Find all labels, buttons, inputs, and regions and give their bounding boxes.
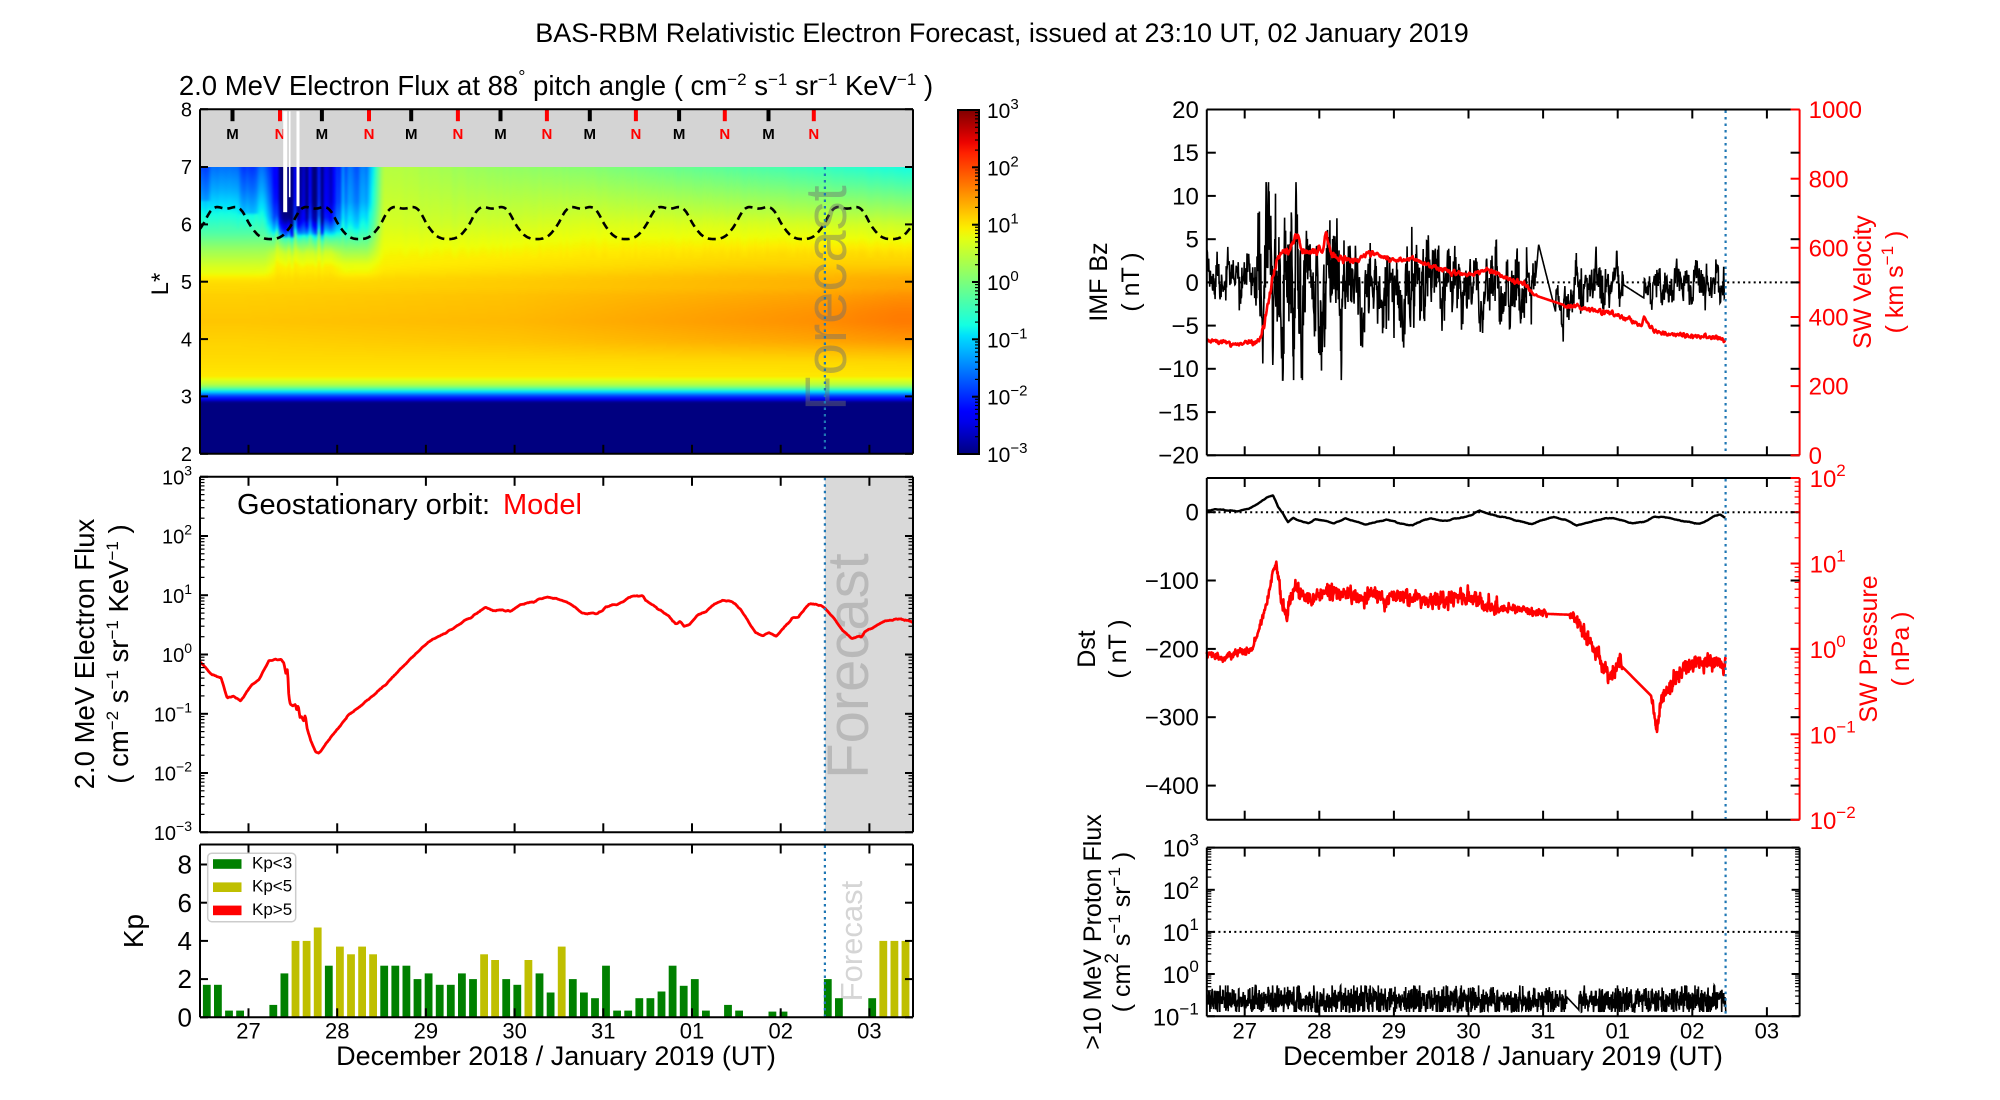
svg-text:0: 0 — [1185, 270, 1198, 297]
svg-text:8: 8 — [181, 99, 192, 121]
svg-text:02: 02 — [768, 1019, 792, 1044]
svg-text:01: 01 — [680, 1019, 704, 1044]
svg-text:M: M — [226, 126, 239, 143]
svg-text:−300: −300 — [1145, 705, 1199, 732]
svg-text:Dst: Dst — [1073, 630, 1101, 668]
svg-text:400: 400 — [1809, 305, 1849, 332]
svg-text:−400: −400 — [1145, 773, 1199, 800]
svg-text:01: 01 — [1605, 1019, 1629, 1044]
svg-text:03: 03 — [1755, 1019, 1779, 1044]
svg-text:N: N — [808, 126, 819, 143]
svg-text:30: 30 — [502, 1019, 526, 1044]
svg-text:L*: L* — [147, 273, 174, 296]
svg-text:M: M — [316, 126, 329, 143]
svg-text:SW Velocity: SW Velocity — [1849, 215, 1877, 349]
svg-text:5: 5 — [181, 272, 192, 294]
svg-text:N: N — [541, 126, 552, 143]
svg-text:20: 20 — [1172, 97, 1199, 124]
svg-text:December 2018 / January 2019 (: December 2018 / January 2019 (UT) — [1283, 1041, 1723, 1071]
svg-text:Kp<3: Kp<3 — [252, 853, 292, 872]
svg-text:28: 28 — [1307, 1019, 1331, 1044]
svg-text:28: 28 — [325, 1019, 349, 1044]
svg-text:( nPa ): ( nPa ) — [1887, 611, 1915, 686]
svg-text:N: N — [719, 126, 730, 143]
svg-text:2: 2 — [178, 964, 192, 994]
svg-text:8: 8 — [178, 850, 192, 880]
svg-text:31: 31 — [1531, 1019, 1555, 1044]
svg-text:N: N — [364, 126, 375, 143]
svg-text:31: 31 — [591, 1019, 615, 1044]
svg-text:29: 29 — [1382, 1019, 1406, 1044]
svg-text:7: 7 — [181, 157, 192, 179]
svg-text:2.0 MeV Electron Flux: 2.0 MeV Electron Flux — [69, 518, 100, 789]
svg-text:27: 27 — [236, 1019, 260, 1044]
svg-text:Forecast: Forecast — [834, 880, 869, 1001]
svg-text:30: 30 — [1456, 1019, 1480, 1044]
svg-text:0: 0 — [178, 1002, 192, 1032]
svg-text:−200: −200 — [1145, 636, 1199, 663]
svg-text:4: 4 — [178, 926, 192, 956]
svg-text:M: M — [673, 126, 686, 143]
svg-text:Model: Model — [503, 489, 582, 521]
svg-text:N: N — [275, 126, 286, 143]
svg-text:800: 800 — [1809, 166, 1849, 193]
svg-text:( cm−2 s−1 sr−1 KeV−1 ): ( cm−2 s−1 sr−1 KeV−1 ) — [103, 524, 134, 783]
svg-text:Kp>5: Kp>5 — [252, 900, 292, 919]
svg-text:( nT ): ( nT ) — [1104, 619, 1132, 678]
svg-text:10: 10 — [1172, 183, 1199, 210]
svg-text:Geostationary orbit:: Geostationary orbit: — [237, 489, 490, 521]
svg-text:M: M — [405, 126, 418, 143]
svg-text:27: 27 — [1232, 1019, 1256, 1044]
svg-text:N: N — [630, 126, 641, 143]
svg-text:0: 0 — [1185, 500, 1198, 527]
svg-text:6: 6 — [181, 215, 192, 237]
svg-text:>10 MeV Proton Flux: >10 MeV Proton Flux — [1079, 814, 1107, 1050]
svg-text:Forecast: Forecast — [816, 553, 881, 779]
svg-text:15: 15 — [1172, 140, 1199, 167]
svg-text:Kp: Kp — [118, 914, 149, 948]
svg-text:29: 29 — [414, 1019, 438, 1044]
svg-text:02: 02 — [1680, 1019, 1704, 1044]
svg-text:10−2: 10−2 — [1810, 803, 1856, 835]
svg-text:SW Pressure: SW Pressure — [1855, 575, 1883, 722]
svg-text:M: M — [762, 126, 775, 143]
svg-text:600: 600 — [1809, 235, 1849, 262]
svg-text:Forecast: Forecast — [794, 185, 859, 411]
svg-text:December 2018 / January 2019 (: December 2018 / January 2019 (UT) — [336, 1041, 776, 1071]
svg-text:−15: −15 — [1158, 400, 1199, 427]
svg-text:−100: −100 — [1145, 568, 1199, 595]
svg-text:( nT ): ( nT ) — [1117, 252, 1145, 311]
svg-text:200: 200 — [1809, 374, 1849, 401]
svg-text:0: 0 — [1809, 443, 1822, 470]
svg-text:−10: −10 — [1158, 356, 1199, 383]
svg-text:M: M — [494, 126, 507, 143]
svg-text:2: 2 — [181, 444, 192, 466]
svg-text:5: 5 — [1185, 227, 1198, 254]
svg-text:10−2: 10−2 — [987, 383, 1027, 410]
svg-text:4: 4 — [181, 329, 192, 351]
svg-text:IMF Bz: IMF Bz — [1085, 242, 1113, 321]
svg-text:6: 6 — [178, 888, 192, 918]
svg-text:1000: 1000 — [1809, 97, 1862, 124]
svg-text:−5: −5 — [1171, 313, 1198, 340]
svg-text:10−3: 10−3 — [987, 440, 1027, 467]
svg-text:N: N — [452, 126, 463, 143]
svg-text:−20: −20 — [1158, 443, 1199, 470]
svg-text:3: 3 — [181, 387, 192, 409]
svg-text:BAS-RBM Relativistic Electron: BAS-RBM Relativistic Electron Forecast, … — [535, 18, 1468, 48]
svg-text:03: 03 — [857, 1019, 881, 1044]
svg-text:Kp<5: Kp<5 — [252, 877, 292, 896]
svg-text:2.0 MeV Electron Flux at 88°: 2.0 MeV Electron Flux at 88° pitch angle… — [179, 67, 933, 101]
svg-text:M: M — [584, 126, 597, 143]
